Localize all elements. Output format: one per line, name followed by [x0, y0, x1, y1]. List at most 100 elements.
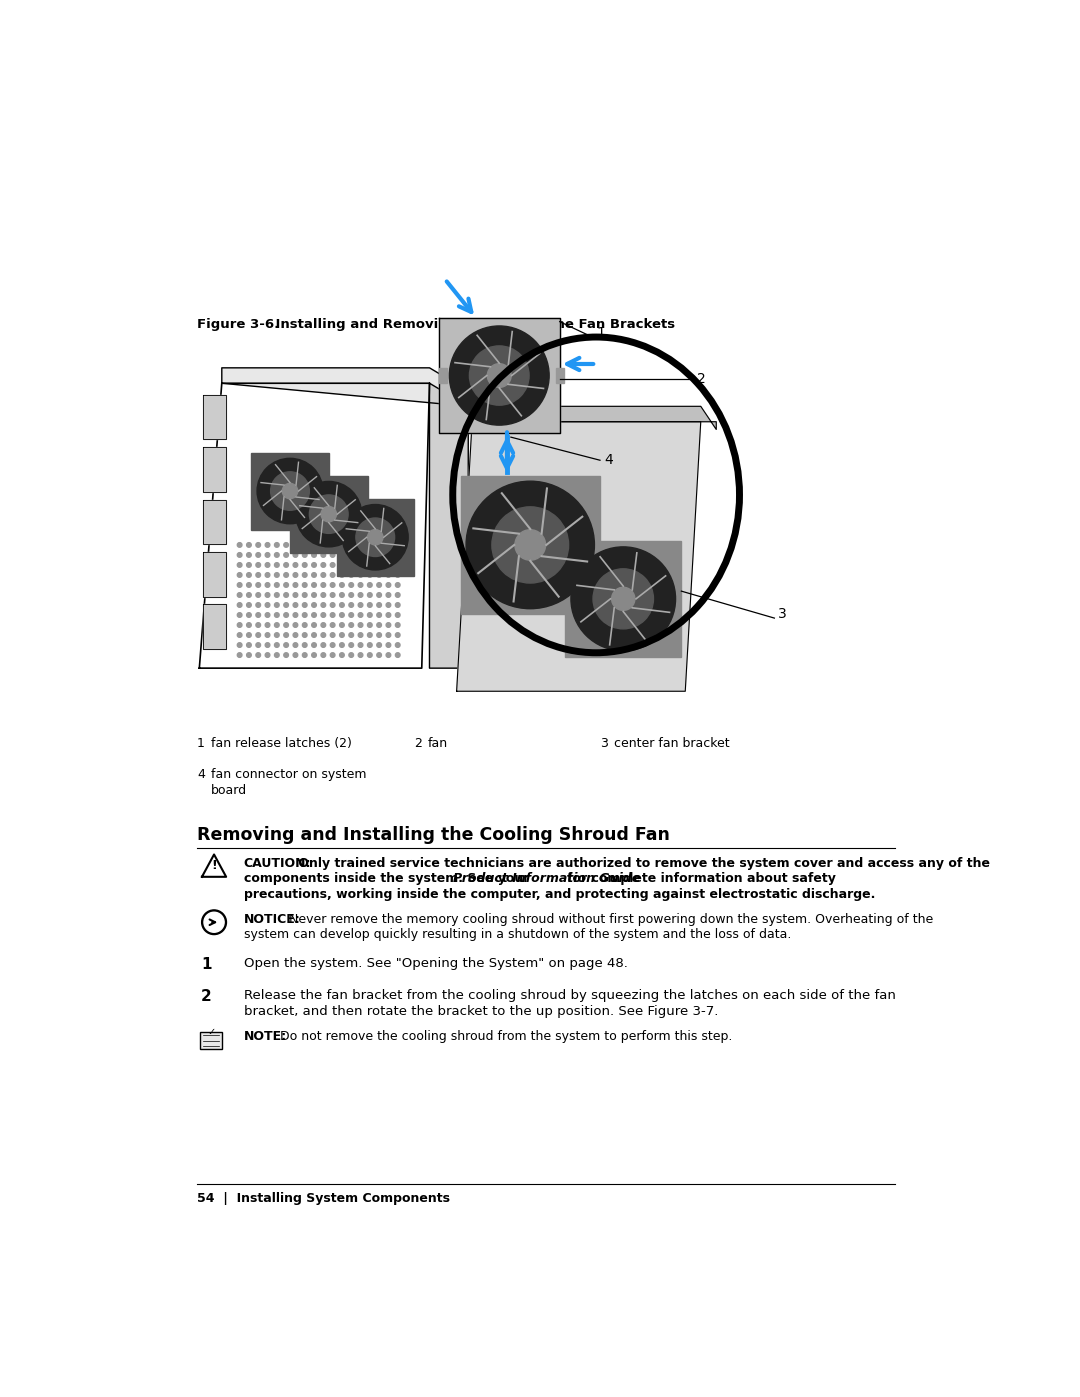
Circle shape	[349, 553, 353, 557]
Circle shape	[349, 643, 353, 647]
Circle shape	[330, 633, 335, 637]
Circle shape	[266, 563, 270, 567]
Circle shape	[284, 613, 288, 617]
Circle shape	[302, 623, 307, 627]
Circle shape	[367, 633, 373, 637]
Circle shape	[246, 633, 252, 637]
Polygon shape	[202, 855, 226, 877]
Text: 2: 2	[414, 738, 422, 750]
Circle shape	[238, 613, 242, 617]
Circle shape	[330, 602, 335, 608]
Text: NOTE:: NOTE:	[243, 1030, 286, 1044]
Circle shape	[256, 542, 260, 548]
Circle shape	[387, 623, 391, 627]
Circle shape	[330, 553, 335, 557]
Polygon shape	[203, 447, 227, 492]
Text: 4: 4	[604, 453, 612, 467]
Circle shape	[284, 602, 288, 608]
Circle shape	[377, 633, 381, 637]
Circle shape	[293, 623, 298, 627]
Circle shape	[284, 592, 288, 598]
Circle shape	[395, 633, 400, 637]
Circle shape	[321, 652, 326, 658]
Circle shape	[256, 573, 260, 577]
Circle shape	[293, 573, 298, 577]
Circle shape	[367, 573, 373, 577]
Circle shape	[395, 542, 400, 548]
Text: 54  |  Installing System Components: 54 | Installing System Components	[197, 1192, 450, 1204]
Circle shape	[302, 633, 307, 637]
Circle shape	[284, 563, 288, 567]
Circle shape	[238, 633, 242, 637]
Circle shape	[274, 633, 279, 637]
Circle shape	[387, 633, 391, 637]
Circle shape	[256, 602, 260, 608]
Circle shape	[367, 542, 373, 548]
Circle shape	[309, 495, 348, 534]
Text: NOTICE:: NOTICE:	[243, 914, 300, 926]
Circle shape	[367, 529, 383, 545]
Circle shape	[491, 507, 568, 583]
Circle shape	[284, 633, 288, 637]
Circle shape	[377, 542, 381, 548]
Circle shape	[387, 643, 391, 647]
Circle shape	[367, 652, 373, 658]
Circle shape	[274, 553, 279, 557]
Circle shape	[395, 643, 400, 647]
Circle shape	[330, 652, 335, 658]
Circle shape	[330, 542, 335, 548]
Circle shape	[349, 623, 353, 627]
Text: Figure 3-6.: Figure 3-6.	[197, 317, 280, 331]
Circle shape	[321, 633, 326, 637]
Circle shape	[256, 643, 260, 647]
Circle shape	[321, 643, 326, 647]
Circle shape	[377, 563, 381, 567]
Circle shape	[339, 602, 345, 608]
Text: Product Information Guide: Product Information Guide	[453, 872, 640, 886]
Polygon shape	[472, 407, 716, 429]
Text: Removing and Installing the Cooling Shroud Fan: Removing and Installing the Cooling Shro…	[197, 826, 670, 844]
Circle shape	[246, 643, 252, 647]
Circle shape	[367, 602, 373, 608]
Circle shape	[321, 623, 326, 627]
Circle shape	[321, 602, 326, 608]
Circle shape	[246, 553, 252, 557]
Circle shape	[302, 563, 307, 567]
Circle shape	[470, 346, 529, 405]
Circle shape	[246, 542, 252, 548]
Circle shape	[266, 602, 270, 608]
Circle shape	[302, 602, 307, 608]
Circle shape	[266, 573, 270, 577]
Circle shape	[330, 563, 335, 567]
Circle shape	[330, 573, 335, 577]
Circle shape	[312, 563, 316, 567]
Circle shape	[266, 623, 270, 627]
Polygon shape	[203, 552, 227, 597]
Circle shape	[274, 623, 279, 627]
Circle shape	[321, 563, 326, 567]
Circle shape	[387, 563, 391, 567]
Text: Never remove the memory cooling shroud without first powering down the system. O: Never remove the memory cooling shroud w…	[284, 914, 933, 926]
Circle shape	[302, 643, 307, 647]
FancyBboxPatch shape	[200, 1031, 221, 1049]
Circle shape	[302, 592, 307, 598]
Circle shape	[274, 563, 279, 567]
Polygon shape	[221, 367, 469, 407]
Circle shape	[293, 652, 298, 658]
Text: for complete information about safety: for complete information about safety	[567, 872, 836, 886]
Circle shape	[256, 583, 260, 587]
Text: fan release latches (2): fan release latches (2)	[211, 738, 352, 750]
Circle shape	[293, 602, 298, 608]
Circle shape	[377, 623, 381, 627]
Circle shape	[339, 623, 345, 627]
Circle shape	[312, 613, 316, 617]
Circle shape	[359, 542, 363, 548]
Text: board: board	[211, 784, 247, 796]
Circle shape	[274, 652, 279, 658]
Polygon shape	[438, 317, 559, 433]
Circle shape	[302, 573, 307, 577]
Circle shape	[202, 909, 227, 935]
Circle shape	[312, 583, 316, 587]
Text: 1: 1	[197, 738, 205, 750]
Circle shape	[302, 652, 307, 658]
